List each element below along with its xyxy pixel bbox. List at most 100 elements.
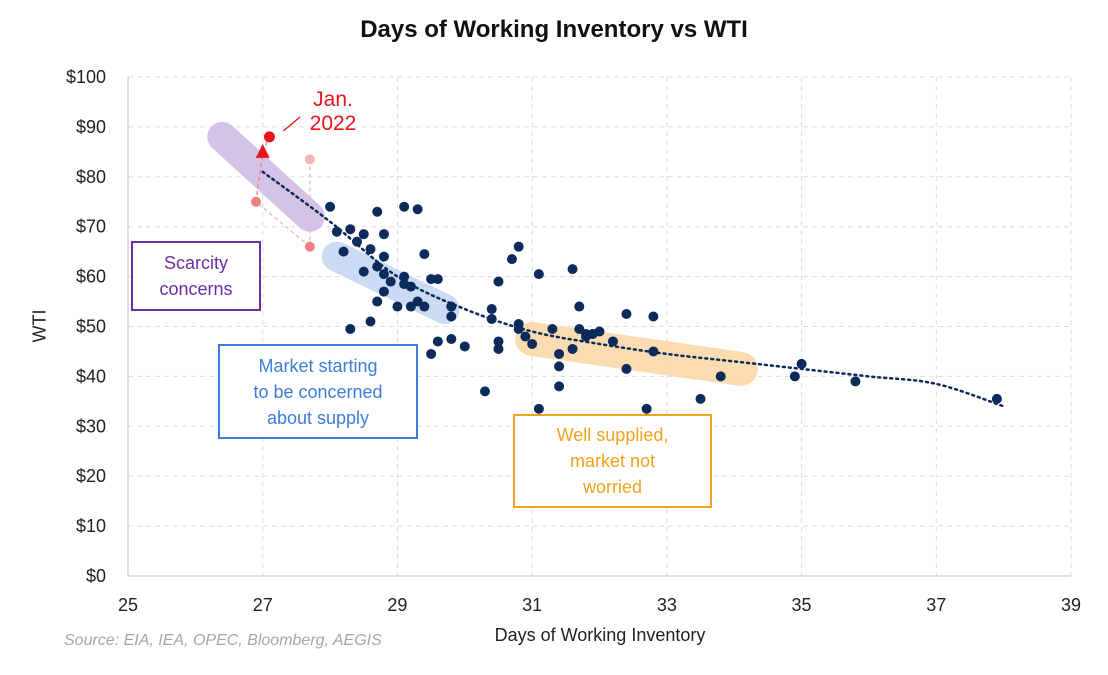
data-point <box>432 274 443 285</box>
y-tick-label: $100 <box>66 67 106 87</box>
data-point <box>533 403 544 414</box>
data-point <box>358 229 369 240</box>
data-point <box>493 276 504 287</box>
data-point <box>991 393 1002 404</box>
data-point <box>405 281 416 292</box>
highlight-arrowhead <box>255 143 270 158</box>
market-line1: Market starting <box>258 355 378 376</box>
x-axis-label: Days of Working Inventory <box>494 625 706 645</box>
data-point <box>426 348 437 359</box>
data-point <box>385 276 396 287</box>
source-note: Source: EIA, IEA, OPEC, Bloomberg, AEGIS <box>64 632 382 649</box>
market-concerned-box: Market starting to be concerned about su… <box>218 344 418 439</box>
data-point <box>506 254 517 265</box>
data-point <box>533 269 544 280</box>
data-point <box>513 319 524 330</box>
y-tick-label: $60 <box>76 267 106 287</box>
data-point <box>345 224 356 235</box>
market-line3: about supply <box>266 407 370 428</box>
x-tick-label: 39 <box>1061 595 1081 615</box>
data-point <box>419 301 430 312</box>
data-point <box>567 264 578 275</box>
jan-2022-highlight <box>250 116 315 252</box>
data-point <box>378 269 389 280</box>
data-point <box>372 206 383 217</box>
jan-2022-label: Jan. 2022 <box>303 88 363 136</box>
well-supplied-box: Well supplied, market not worried <box>513 414 712 508</box>
data-point <box>392 301 403 312</box>
data-point <box>574 301 585 312</box>
data-point <box>789 371 800 382</box>
data-point <box>486 304 497 315</box>
jan-2022-label-line1: Jan. <box>313 88 353 111</box>
highlight-connector <box>255 151 264 202</box>
highlight-connector <box>255 201 311 248</box>
data-point <box>446 333 457 344</box>
well-line1: Well supplied, <box>556 425 669 445</box>
market-line2: to be concerned <box>253 381 383 402</box>
data-point <box>527 338 538 349</box>
x-tick-label: 37 <box>926 595 946 615</box>
y-tick-label: $20 <box>76 466 106 486</box>
data-point <box>378 229 389 240</box>
data-point <box>446 311 457 322</box>
well-band <box>515 321 758 386</box>
data-point <box>594 326 605 337</box>
data-point <box>493 343 504 354</box>
data-point <box>486 314 497 325</box>
data-points <box>325 201 1002 414</box>
data-point <box>648 311 659 322</box>
scarcity-band <box>207 121 325 232</box>
data-point <box>547 323 558 334</box>
data-point <box>850 376 861 387</box>
highlight-point <box>304 154 315 165</box>
data-point <box>554 381 565 392</box>
data-point <box>567 343 578 354</box>
data-point <box>715 371 726 382</box>
data-point <box>432 336 443 347</box>
x-tick-label: 27 <box>253 595 273 615</box>
scarcity-line1: Scarcity <box>163 253 228 273</box>
data-point <box>325 201 336 212</box>
scarcity-line2: concerns <box>159 279 233 299</box>
axes <box>127 77 1071 577</box>
data-point <box>372 261 383 272</box>
data-point <box>345 323 356 334</box>
data-point <box>412 204 423 215</box>
data-point <box>365 316 376 327</box>
data-point <box>796 358 807 369</box>
highlight-point <box>304 241 315 252</box>
data-point <box>648 346 659 357</box>
y-tick-label: $50 <box>76 317 106 337</box>
well-line2: market not <box>569 451 656 471</box>
data-point <box>446 301 457 312</box>
data-point <box>641 403 652 414</box>
y-tick-label: $0 <box>86 566 106 586</box>
data-point <box>331 226 342 237</box>
data-point <box>378 286 389 297</box>
data-point <box>419 249 430 260</box>
data-point <box>338 246 349 257</box>
data-point <box>554 348 565 359</box>
data-point <box>399 271 410 282</box>
data-point <box>358 266 369 277</box>
y-tick-label: $90 <box>76 117 106 137</box>
y-tick-label: $80 <box>76 167 106 187</box>
data-point <box>520 331 531 342</box>
jan-2022-point <box>263 131 275 143</box>
annotation-bands <box>207 121 758 386</box>
scarcity-concerns-box: Scarcity concerns <box>131 241 261 311</box>
jan-2022-label-line2: 2022 <box>309 112 357 135</box>
data-point <box>607 336 618 347</box>
y-axis-label: WTI <box>29 309 50 343</box>
y-tick-label: $70 <box>76 217 106 237</box>
well-line3: worried <box>582 477 642 497</box>
data-point <box>372 296 383 307</box>
chart-title: Days of Working Inventory vs WTI <box>360 16 748 43</box>
data-point <box>621 309 632 320</box>
x-tick-label: 29 <box>387 595 407 615</box>
data-point <box>554 361 565 372</box>
data-point <box>399 201 410 212</box>
data-point <box>513 241 524 252</box>
data-point <box>621 363 632 374</box>
